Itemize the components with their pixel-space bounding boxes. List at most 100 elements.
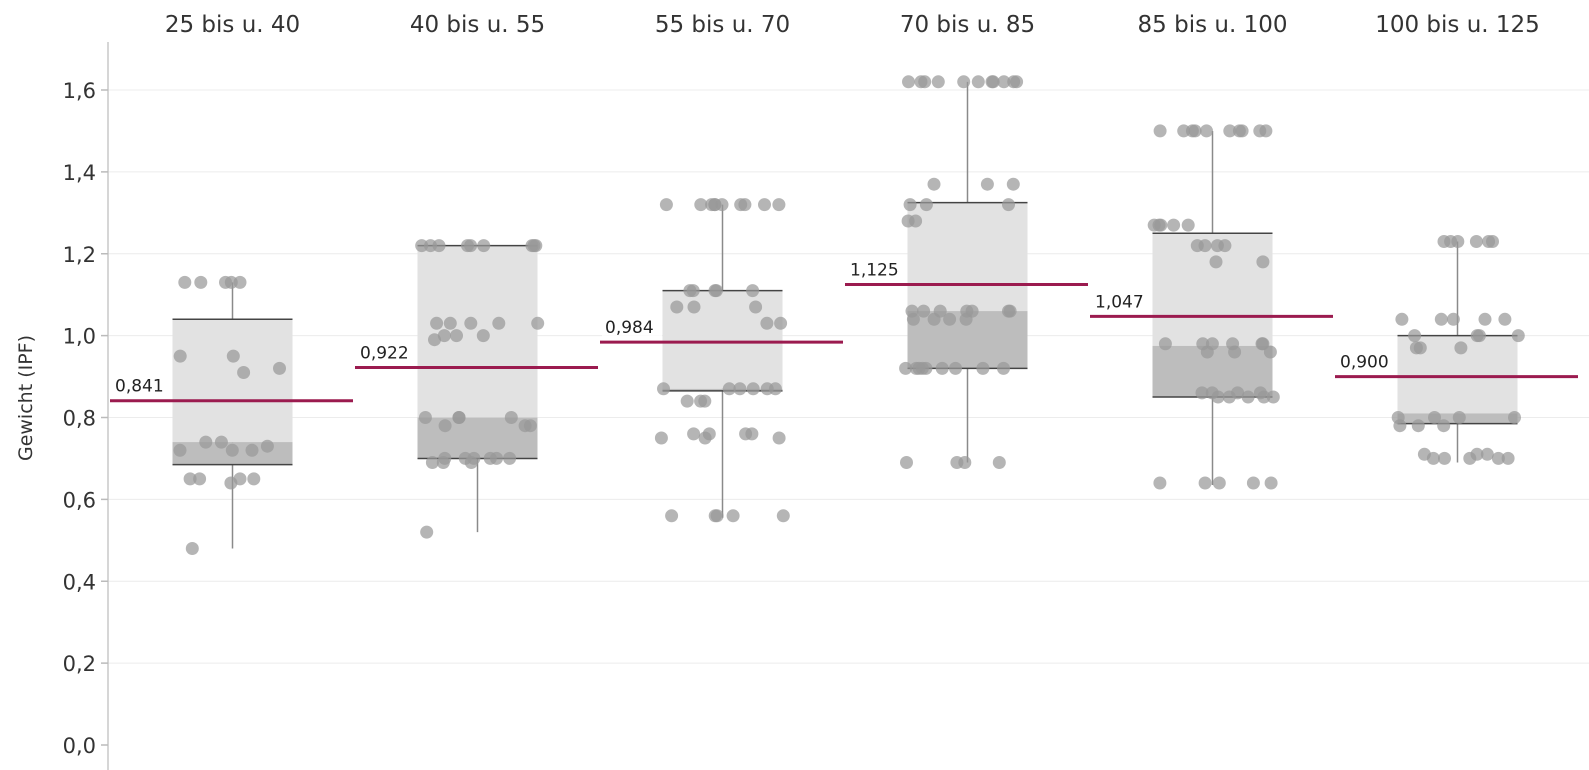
data-point <box>1263 345 1277 359</box>
data-point <box>1211 390 1225 404</box>
category-title: 100 bis u. 125 <box>1375 12 1540 38</box>
data-point <box>225 443 239 457</box>
data-point <box>657 382 670 396</box>
data-point <box>492 316 506 330</box>
data-point <box>437 329 451 343</box>
mean-label-bg <box>847 256 907 281</box>
data-point <box>1480 447 1494 461</box>
data-point <box>1256 255 1270 269</box>
data-point <box>1434 312 1448 326</box>
mean-label: 0,922 <box>360 344 409 364</box>
data-point <box>906 312 920 326</box>
category-title: 70 bis u. 85 <box>900 12 1035 38</box>
data-point <box>233 275 247 289</box>
mean-label: 1,125 <box>850 260 899 280</box>
data-point <box>1452 411 1466 424</box>
data-point <box>224 476 238 490</box>
data-point <box>919 198 933 212</box>
data-point <box>1003 304 1017 318</box>
data-point <box>749 300 763 314</box>
box-lower <box>662 388 783 391</box>
data-point <box>1147 218 1161 232</box>
data-point <box>430 316 444 330</box>
data-point <box>935 361 949 375</box>
data-point <box>950 456 964 469</box>
data-point <box>1153 476 1167 490</box>
data-point <box>185 542 199 555</box>
y-tick-label: 0,8 <box>63 407 96 431</box>
data-point <box>1167 218 1181 232</box>
data-point <box>1454 341 1468 355</box>
data-point <box>1428 411 1441 424</box>
data-point <box>1472 329 1486 343</box>
data-point <box>959 312 973 326</box>
data-point <box>980 177 994 191</box>
data-point <box>774 316 788 330</box>
data-point <box>917 304 931 318</box>
data-point <box>985 75 999 89</box>
data-point <box>772 431 786 445</box>
data-point <box>1501 451 1515 465</box>
data-point <box>273 361 286 375</box>
mean-label: 1,047 <box>1095 292 1144 312</box>
data-point <box>1222 390 1236 404</box>
data-point <box>654 431 668 445</box>
data-point <box>452 411 466 424</box>
y-tick-label: 0,2 <box>63 652 96 676</box>
category-title: 25 bis u. 40 <box>165 12 300 38</box>
data-point <box>247 472 261 486</box>
data-point <box>1393 419 1407 433</box>
data-point <box>1190 239 1204 253</box>
data-point <box>943 312 957 326</box>
data-point <box>531 316 545 330</box>
category-title: 85 bis u. 100 <box>1138 12 1288 38</box>
data-point <box>710 509 724 523</box>
data-point <box>1426 451 1440 465</box>
data-point <box>1195 386 1209 400</box>
data-point <box>183 472 197 486</box>
data-point <box>683 284 697 298</box>
data-point <box>199 435 213 449</box>
data-point <box>708 284 722 298</box>
mean-label: 0,900 <box>1340 353 1389 373</box>
data-point <box>746 284 760 298</box>
data-point <box>219 275 232 289</box>
data-point <box>1010 75 1024 89</box>
data-point <box>1266 390 1280 404</box>
data-point <box>476 329 490 343</box>
data-point <box>901 214 915 228</box>
mean-label: 0,841 <box>115 377 164 397</box>
mean-lines: 0,841 0,922 0,984 1,125 1,047 0,900 <box>110 256 1578 403</box>
mean-label-bg <box>1337 348 1397 373</box>
data-point <box>1446 312 1460 326</box>
data-point <box>425 456 439 469</box>
data-point <box>518 419 532 433</box>
y-tick-label: 0,0 <box>63 734 96 758</box>
data-point <box>687 427 701 441</box>
data-point <box>758 198 771 212</box>
data-point <box>1246 476 1260 490</box>
box-upper <box>417 245 538 418</box>
y-tick-label: 1,0 <box>63 325 96 349</box>
data-point <box>659 198 673 212</box>
data-point <box>1491 451 1505 465</box>
mean-label-bg <box>1092 288 1152 313</box>
mean-label-bg <box>357 339 417 364</box>
data-point <box>1158 337 1172 351</box>
y-tick-label: 1,6 <box>63 79 96 103</box>
data-point <box>1264 476 1278 490</box>
data-point <box>1444 235 1458 248</box>
y-tick-label: 0,4 <box>63 570 96 594</box>
data-point <box>971 75 985 89</box>
data-point <box>237 366 251 379</box>
data-point <box>1469 235 1483 248</box>
data-point <box>957 75 971 89</box>
y-tick-label: 1,4 <box>63 161 96 185</box>
data-point <box>733 382 747 396</box>
data-point <box>902 75 915 89</box>
data-point <box>912 361 926 375</box>
box-upper <box>907 202 1028 312</box>
data-point <box>464 316 478 330</box>
data-point <box>698 431 712 445</box>
